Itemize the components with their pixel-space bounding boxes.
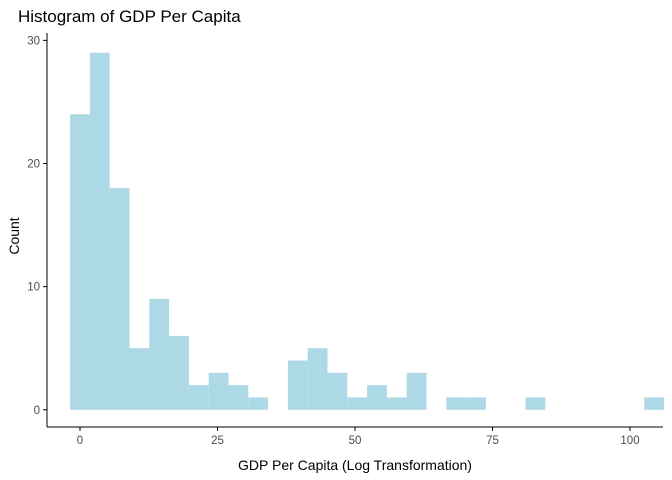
x-tick-label: 75 — [486, 435, 499, 447]
x-tick-label: 25 — [211, 435, 224, 447]
bars-group — [70, 52, 665, 410]
histogram-bar — [188, 385, 209, 410]
histogram-bar — [327, 372, 348, 410]
x-tick-label: 100 — [620, 435, 639, 447]
histogram-bar — [169, 335, 189, 410]
histogram-bar — [367, 385, 387, 410]
y-axis-title: Count — [6, 217, 22, 254]
histogram-bar — [70, 114, 90, 410]
histogram-bar — [307, 348, 328, 410]
chart-title: Histogram of GDP Per Capita — [18, 7, 241, 26]
histogram-bar — [347, 397, 368, 410]
histogram-bar — [525, 397, 546, 410]
histogram-bar — [149, 298, 170, 410]
histogram-bar — [109, 188, 130, 410]
histogram-bar — [89, 52, 110, 410]
x-axis-title: GDP Per Capita (Log Transformation) — [238, 457, 472, 473]
histogram-bar — [228, 385, 249, 410]
histogram-bar — [446, 397, 467, 410]
x-tick-label: 0 — [77, 435, 83, 447]
histogram-bar — [129, 348, 150, 410]
y-tick-label: 0 — [34, 405, 40, 417]
x-tick-label: 50 — [349, 435, 362, 447]
histogram-bar — [248, 397, 269, 410]
histogram-bar — [287, 360, 308, 410]
y-ticks-group: 0 10 20 30 — [27, 35, 47, 417]
x-ticks-group: 0 25 50 75 100 — [77, 427, 640, 447]
histogram-bar — [406, 372, 427, 410]
histogram-bar — [208, 372, 229, 410]
y-tick-label: 10 — [27, 282, 40, 294]
histogram-bar — [386, 397, 407, 410]
y-tick-label: 30 — [27, 35, 40, 47]
histogram-bar — [644, 397, 665, 410]
histogram-bar — [466, 397, 486, 410]
y-tick-label: 20 — [27, 159, 40, 171]
